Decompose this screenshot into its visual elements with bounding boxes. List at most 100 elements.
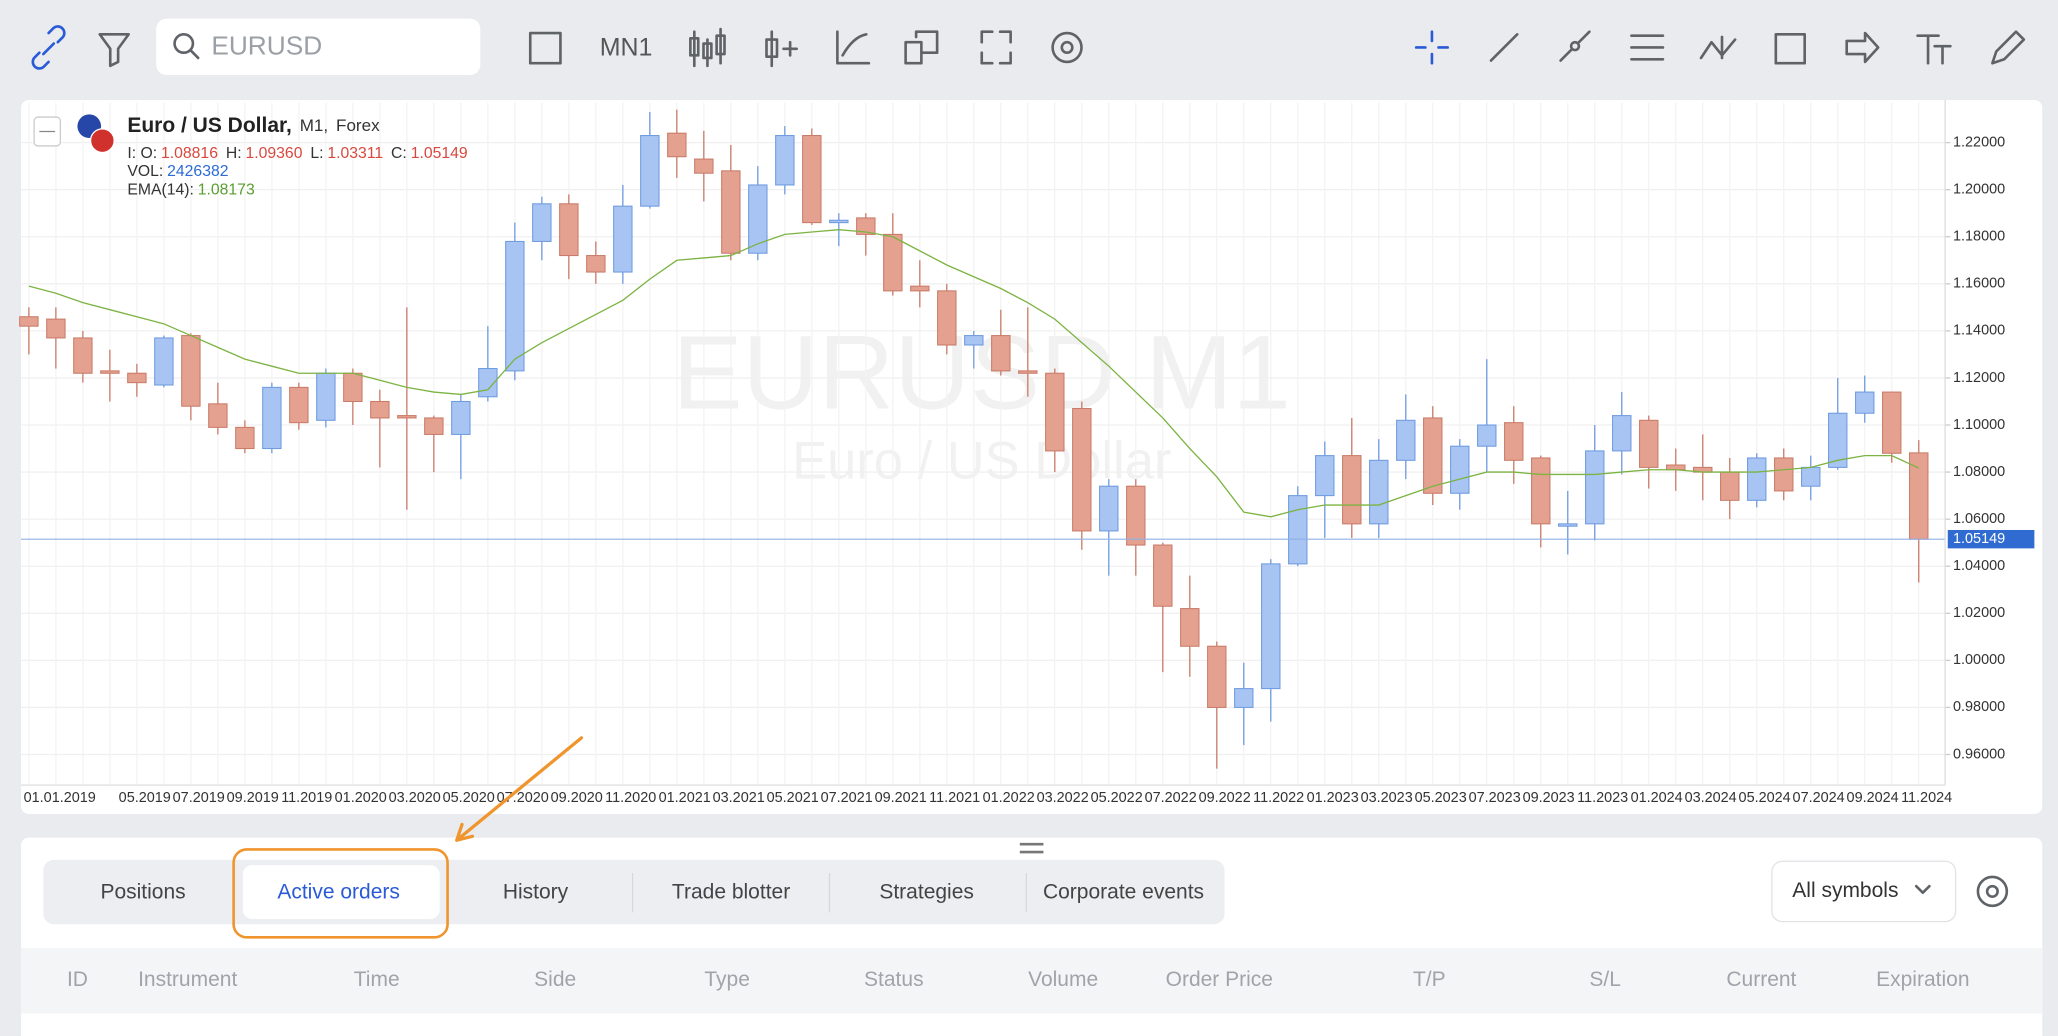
price-label: 1.05149 [1953, 531, 2005, 547]
symbol-filter-label: All symbols [1792, 879, 1898, 902]
candle-body [1504, 422, 1524, 461]
x-tick-label: 07.2023 [1469, 790, 1521, 806]
x-tick-label: 05.2024 [1739, 790, 1791, 806]
candle-body [1396, 419, 1416, 461]
rect-icon[interactable] [1774, 33, 1806, 65]
filter-icon[interactable] [98, 33, 130, 68]
candle-body [1126, 485, 1146, 546]
settings-icon[interactable] [1051, 31, 1083, 64]
y-tick-label: 1.10000 [1953, 417, 2005, 433]
pattern-icon[interactable] [1699, 35, 1737, 60]
panel-settings[interactable] [1976, 875, 2009, 908]
x-tick-label: 07.2020 [497, 790, 549, 806]
candle-body [1207, 645, 1227, 708]
x-tick-label: 11.2024 [1901, 790, 1952, 806]
column-header: ID [67, 968, 88, 991]
candle-body [316, 372, 336, 421]
timeframe-button[interactable]: MN1 [600, 33, 653, 61]
candle-body [1261, 563, 1281, 690]
x-tick-label: 01.2021 [659, 790, 711, 806]
x-tick-label: 03.2024 [1685, 790, 1737, 806]
y-tick-label: 1.12000 [1953, 370, 2005, 386]
tab[interactable]: Corporate events [1043, 880, 1204, 903]
link-icon[interactable] [31, 25, 66, 70]
text-icon[interactable] [1916, 34, 1952, 65]
indicator-icon[interactable] [765, 30, 798, 68]
candle-body [1828, 412, 1848, 468]
candle-body [694, 158, 714, 174]
x-tick-label: 03.2023 [1361, 790, 1413, 806]
resize-handle[interactable] [1019, 842, 1044, 854]
channel-icon[interactable] [1630, 34, 1665, 61]
candle-body [343, 372, 363, 403]
candle-body [451, 400, 471, 435]
arrow-icon[interactable] [1845, 31, 1880, 64]
x-tick-label: 05.2020 [443, 790, 495, 806]
candles-icon[interactable] [689, 27, 726, 68]
candle-body [370, 400, 390, 419]
y-tick-label: 1.14000 [1953, 323, 2005, 339]
candle-body [829, 219, 849, 224]
layout-icon[interactable] [904, 30, 939, 65]
tab[interactable]: History [503, 880, 569, 903]
legend-value: 1.05149 [411, 145, 468, 162]
x-tick-label: 07.2019 [173, 790, 225, 806]
candle-body [802, 135, 822, 224]
candle-body [1531, 457, 1551, 525]
x-tick-label: 05.2021 [767, 790, 819, 806]
column-header: Current [1726, 968, 1796, 991]
square-icon[interactable] [528, 31, 562, 65]
y-tick-label: 0.96000 [1953, 746, 2005, 762]
tab-active[interactable]: Active orders [277, 880, 400, 903]
line-icon[interactable] [1489, 33, 1519, 62]
x-tick-label: 01.01.2019 [24, 790, 96, 806]
x-tick-label: 11.2021 [929, 790, 980, 806]
candle-body [883, 233, 903, 292]
x-tick-label: 05.2023 [1415, 790, 1467, 806]
search-icon [189, 48, 200, 60]
candle-body [1099, 485, 1119, 532]
candle-body [19, 316, 39, 327]
fullscreen-icon[interactable] [980, 30, 1012, 65]
x-tick-label: 05.2022 [1091, 790, 1143, 806]
y-tick-label: 1.08000 [1953, 464, 2005, 480]
x-tick-label: 07.2021 [821, 790, 873, 806]
candle-body [1153, 544, 1173, 607]
x-tick-label: 11.2023 [1577, 790, 1628, 806]
annotation-arrow [455, 736, 584, 842]
ema-line [28, 229, 1920, 518]
ray-icon[interactable] [1559, 30, 1591, 62]
brush-icon[interactable] [1991, 30, 2026, 65]
settings-icon [1060, 40, 1074, 55]
candles [19, 109, 1929, 769]
candle-body [46, 318, 66, 339]
candle-body [748, 184, 768, 254]
dropdown-chevron [1914, 884, 1931, 895]
candle-body [640, 135, 660, 207]
crosshair-icon[interactable] [1414, 30, 1449, 65]
chart-header: Euro / US Dollar, M1, Forex I: O: 1.08816 H:… [33, 114, 468, 199]
watermark: Euro / US Dollar [792, 432, 1171, 491]
tab[interactable]: Trade blotter [672, 880, 790, 903]
tab[interactable]: Strategies [879, 880, 974, 903]
candle-body [424, 417, 444, 435]
candle-body [586, 255, 606, 273]
chart-icon[interactable] [836, 30, 871, 65]
y-tick-label: 1.04000 [1953, 558, 2005, 574]
column-header: Status [864, 968, 924, 991]
candle-body [964, 335, 984, 346]
candle-body [1369, 459, 1389, 525]
y-tick-label: 0.98000 [1953, 699, 2005, 715]
x-tick-label: 03.2021 [713, 790, 765, 806]
legend-value: 1.03311 [327, 145, 383, 162]
x-tick-label: 09.2023 [1523, 790, 1575, 806]
candle-body [1558, 523, 1578, 527]
legend-value: 1.08173 [198, 182, 255, 199]
symbol-filter[interactable] [1771, 860, 1957, 923]
timeframe: M1, [300, 116, 328, 135]
y-tick-label: 1.16000 [1953, 276, 2005, 292]
y-tick-label: 1.22000 [1953, 134, 2005, 150]
tab[interactable]: Positions [100, 880, 185, 903]
search-box[interactable] [156, 18, 481, 76]
candle-body [208, 403, 228, 428]
